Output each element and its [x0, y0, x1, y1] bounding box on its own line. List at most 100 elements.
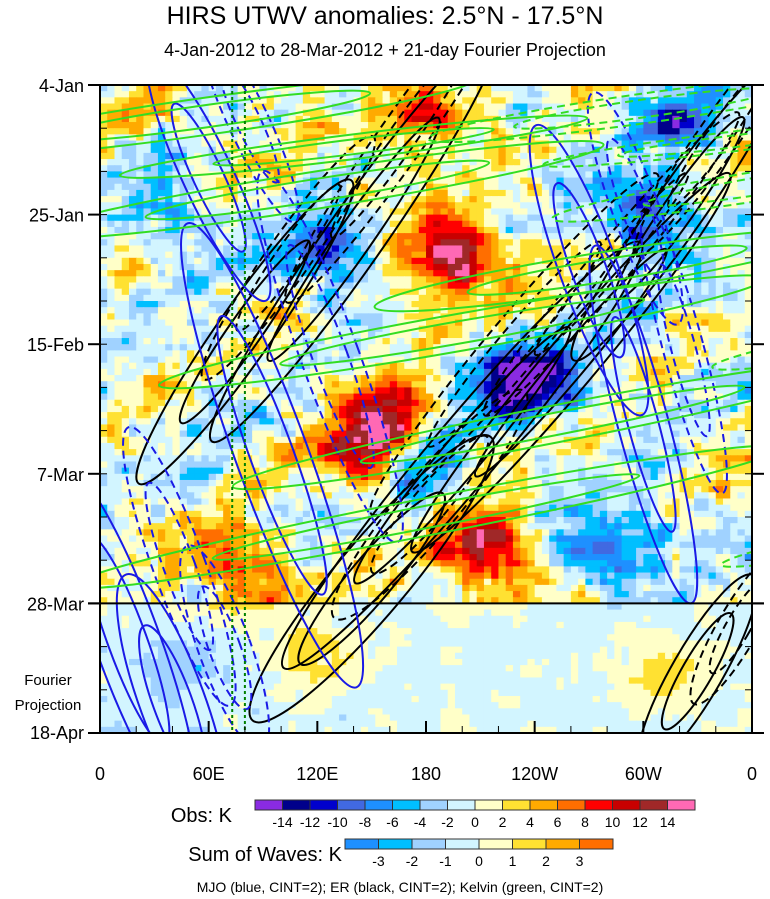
heatmap-cell — [614, 183, 623, 191]
heatmap-cell — [107, 263, 116, 271]
heatmap-cell — [186, 393, 195, 401]
heatmap-cell — [237, 381, 246, 388]
heatmap-cell — [701, 226, 710, 234]
heatmap-cell — [223, 424, 231, 432]
heatmap-cell — [165, 331, 174, 339]
heatmap-cell — [549, 85, 557, 92]
heatmap-cell — [672, 399, 681, 407]
heatmap-cell — [541, 91, 550, 98]
heatmap-cell — [230, 263, 239, 271]
heatmap-cell — [715, 177, 724, 185]
heatmap-cell — [368, 251, 376, 259]
heatmap-cell — [331, 338, 340, 345]
heatmap-cell — [440, 109, 449, 117]
heatmap-cell — [121, 282, 130, 290]
heatmap-cell — [563, 381, 572, 388]
heatmap-cell — [570, 226, 579, 234]
heatmap-cell — [273, 412, 282, 419]
heatmap-cell — [491, 226, 500, 234]
heatmap-cell — [375, 418, 384, 426]
heatmap-cell — [723, 412, 731, 419]
heatmap-cell — [418, 109, 427, 117]
heatmap-cell — [339, 405, 347, 413]
heatmap-cell — [447, 399, 456, 407]
heatmap-cell — [107, 202, 116, 210]
heatmap-cell — [730, 381, 739, 388]
heatmap-cell — [194, 128, 203, 135]
heatmap-cell — [208, 196, 217, 203]
heatmap-cell — [382, 393, 391, 401]
heatmap-cell — [317, 202, 326, 210]
heatmap-cell — [223, 356, 231, 364]
heatmap-cell — [657, 165, 666, 172]
heatmap-cell — [295, 122, 304, 129]
heatmap-cell — [715, 226, 724, 234]
heatmap-cell — [172, 412, 181, 419]
heatmap-cell — [150, 97, 159, 105]
heatmap-cell — [397, 171, 405, 179]
heatmap-cell — [462, 226, 471, 234]
heatmap-cell — [353, 282, 362, 290]
heatmap-cell — [737, 331, 746, 339]
heatmap-cell — [223, 146, 231, 154]
heatmap-cell — [534, 134, 543, 142]
heatmap-cell — [310, 313, 318, 321]
heatmap-cell — [418, 276, 427, 284]
heatmap-cell — [592, 270, 601, 277]
heatmap-cell — [483, 220, 492, 228]
heatmap-cell — [121, 189, 130, 197]
heatmap-cell — [208, 338, 217, 345]
heatmap-cell — [208, 362, 217, 370]
heatmap-cell — [578, 412, 586, 419]
heatmap-cell — [353, 220, 362, 228]
heatmap-cell — [186, 115, 195, 123]
heatmap-cell — [563, 128, 572, 135]
heatmap-cell — [686, 103, 695, 111]
heatmap-cell — [527, 239, 536, 247]
heatmap-cell — [368, 338, 376, 345]
heatmap-cell — [730, 387, 739, 395]
heatmap-cell — [527, 189, 536, 197]
heatmap-cell — [498, 418, 507, 426]
heatmap-cell — [382, 387, 391, 395]
heatmap-cell — [157, 233, 166, 240]
heatmap-cell — [273, 122, 282, 129]
heatmap-cell — [252, 288, 260, 296]
heatmap-cell — [360, 233, 369, 240]
heatmap-cell — [324, 393, 333, 401]
heatmap-cell — [273, 263, 282, 271]
heatmap-cell — [346, 171, 355, 179]
heatmap-cell — [469, 245, 478, 253]
heatmap-cell — [541, 313, 550, 321]
heatmap-cell — [694, 226, 702, 234]
heatmap-cell — [715, 257, 724, 265]
heatmap-cell — [433, 85, 442, 92]
heatmap-cell — [686, 399, 695, 407]
heatmap-cell — [476, 183, 485, 191]
heatmap-cell — [382, 134, 391, 142]
heatmap-cell — [411, 251, 420, 259]
heatmap-cell — [310, 307, 318, 314]
heatmap-cell — [186, 263, 195, 271]
heatmap-cell — [418, 263, 427, 271]
heatmap-cell — [100, 103, 108, 111]
heatmap-cell — [186, 270, 195, 277]
heatmap-cell — [375, 115, 384, 123]
heatmap-cell — [100, 325, 108, 333]
heatmap-cell — [353, 257, 362, 265]
heatmap-cell — [556, 276, 565, 284]
heatmap-cell — [317, 152, 326, 160]
heatmap-cell — [636, 103, 644, 111]
heatmap-cell — [317, 146, 326, 154]
heatmap-cell — [121, 270, 130, 277]
heatmap-cell — [657, 368, 666, 376]
heatmap-cell — [346, 319, 355, 327]
heatmap-cell — [136, 85, 145, 92]
heatmap-cell — [150, 122, 159, 129]
heatmap-cell — [295, 245, 304, 253]
heatmap-cell — [541, 85, 550, 92]
heatmap-cell — [708, 412, 717, 419]
heatmap-cell — [585, 307, 594, 314]
heatmap-cell — [440, 331, 449, 339]
heatmap-cell — [295, 85, 304, 92]
